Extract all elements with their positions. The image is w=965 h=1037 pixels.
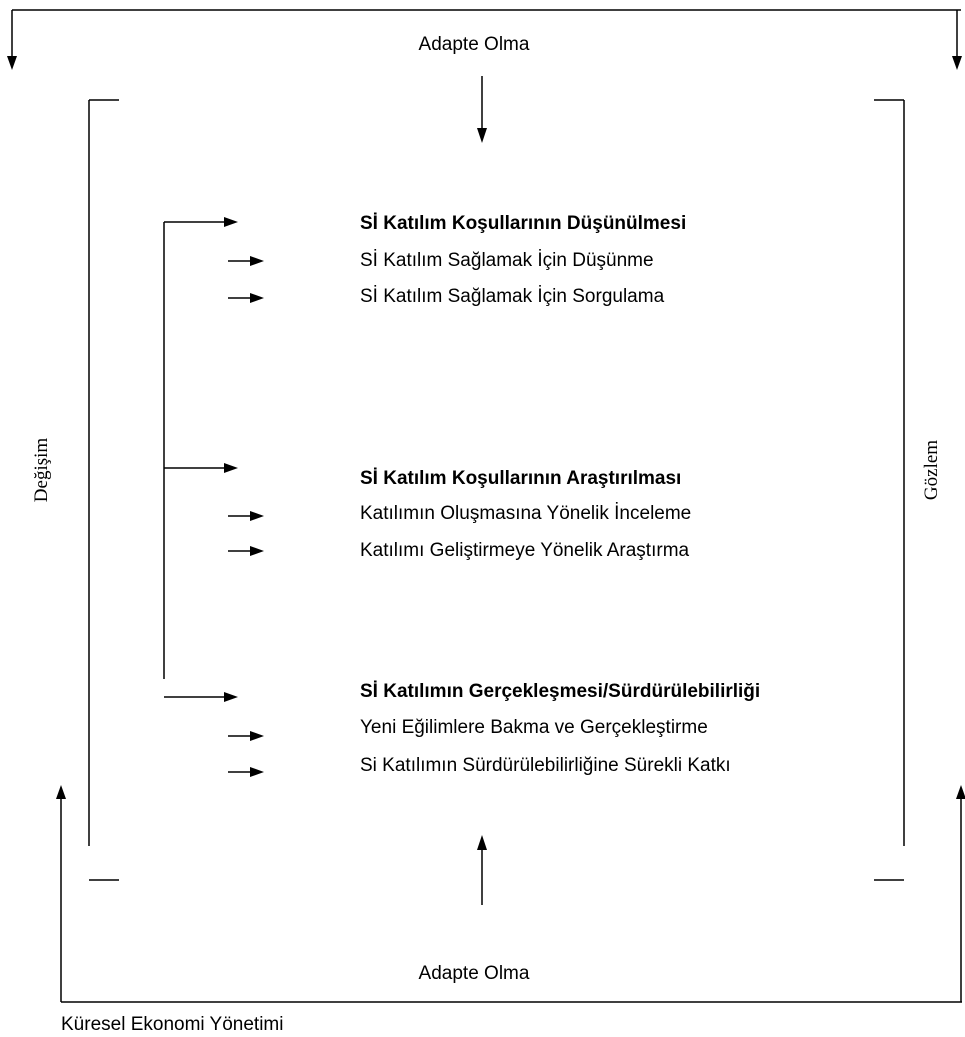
section-1: Sİ Katılım Koşullarının Düşünülmesi Sİ K… bbox=[164, 213, 686, 307]
section-1-item-2-arrow bbox=[250, 293, 264, 303]
section-1-item-1: Sİ Katılım Sağlamak İçin Düşünme bbox=[360, 250, 654, 271]
right-frame-bracket bbox=[874, 99, 905, 881]
section-2-item-2-arrow bbox=[250, 546, 264, 556]
bottom-center-up-arrow bbox=[477, 835, 487, 905]
section-2-item-1: Katılımın Oluşmasına Yönelik İnceleme bbox=[360, 503, 691, 524]
section-2-heading-arrow bbox=[224, 463, 238, 473]
section-3-item-2-arrow bbox=[250, 767, 264, 777]
section-3-heading-arrow bbox=[224, 692, 238, 702]
section-2-item-1-arrow bbox=[250, 511, 264, 521]
section-3-heading: Sİ Katılımın Gerçekleşmesi/Sürdürülebili… bbox=[360, 681, 760, 702]
section-1-item-2: Sİ Katılım Sağlamak İçin Sorgulama bbox=[360, 286, 665, 307]
section-3: Sİ Katılımın Gerçekleşmesi/Sürdürülebili… bbox=[164, 681, 760, 777]
section-2: Sİ Katılım Koşullarının Araştırılması Ka… bbox=[164, 463, 691, 561]
top-center-down-arrow bbox=[477, 76, 487, 143]
section-2-heading: Sİ Katılım Koşullarının Araştırılması bbox=[360, 468, 681, 489]
left-degisim-label: Değişim bbox=[31, 438, 52, 503]
section-1-heading: Sİ Katılım Koşullarının Düşünülmesi bbox=[360, 213, 686, 234]
top-adapte-olma-label: Adapte Olma bbox=[419, 34, 530, 55]
footer-kuresel-ekonomi-label: Küresel Ekonomi Yönetimi bbox=[61, 1014, 283, 1035]
left-frame-bracket bbox=[88, 99, 119, 881]
section-1-item-1-arrow bbox=[250, 256, 264, 266]
top-outer-connector bbox=[7, 9, 962, 70]
section-1-heading-arrow bbox=[224, 217, 238, 227]
bottom-adapte-olma-label: Adapte Olma bbox=[419, 963, 530, 984]
right-gozlem-label: Gözlem bbox=[921, 440, 942, 500]
bottom-outer-connector bbox=[56, 785, 965, 1003]
section-3-item-1: Yeni Eğilimlere Bakma ve Gerçekleştirme bbox=[360, 717, 708, 738]
section-3-item-1-arrow bbox=[250, 731, 264, 741]
section-3-item-2: Si Katılımın Sürdürülebilirliğine Sürekl… bbox=[360, 755, 731, 776]
section-2-item-2: Katılımı Geliştirmeye Yönelik Araştırma bbox=[360, 540, 690, 561]
